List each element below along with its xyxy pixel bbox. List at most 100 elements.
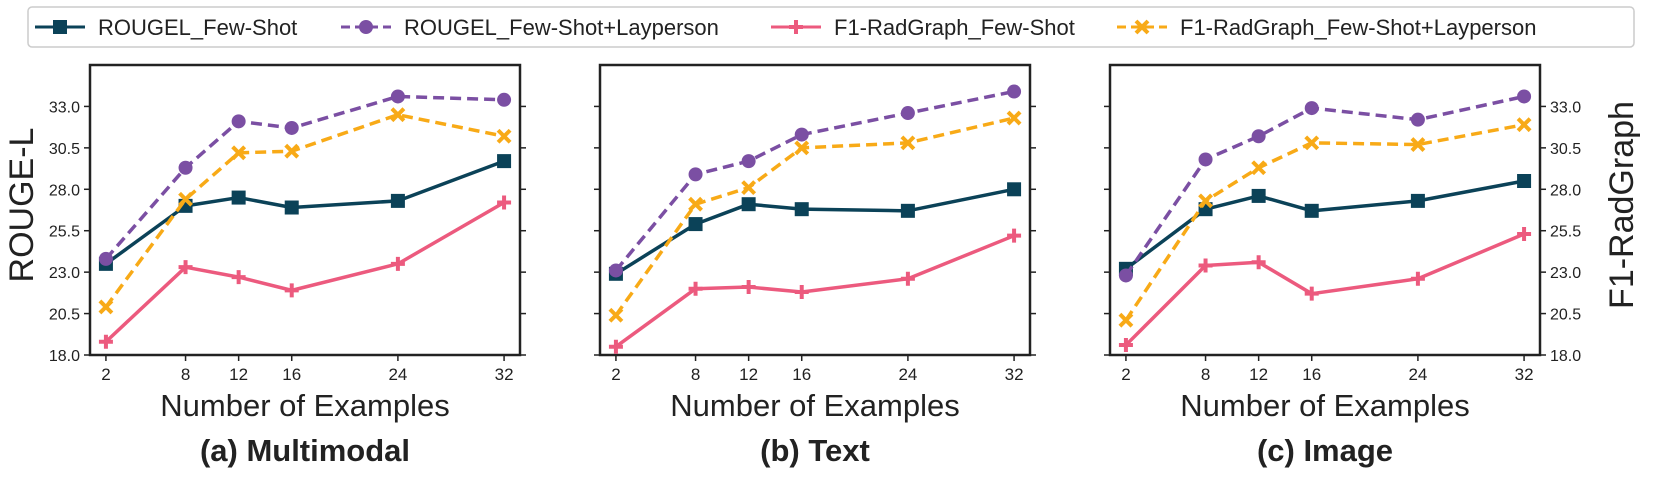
- x-axis-label: Number of Examples: [670, 388, 959, 423]
- x-tick-label: 24: [1408, 365, 1427, 384]
- series-line: [614, 187, 1015, 276]
- data-point-circle-icon: [1198, 152, 1213, 167]
- data-point-x-icon: [1251, 160, 1267, 176]
- legend-item: F1-RadGraph_Few-Shot+Layperson: [1117, 15, 1536, 40]
- left-axis-label: ROUGE-L: [3, 128, 41, 283]
- series-1: [98, 154, 512, 271]
- data-point-square-icon: [794, 202, 809, 217]
- series-3: [98, 195, 512, 349]
- legend-label: ROUGEL_Few-Shot+Layperson: [404, 15, 719, 40]
- x-tick-label: 8: [691, 365, 700, 384]
- series-line: [104, 201, 505, 344]
- data-point-x-icon: [1118, 312, 1134, 328]
- series-2: [98, 89, 512, 266]
- panel-subtitle: (c) Image: [1257, 433, 1393, 468]
- series-2: [608, 84, 1022, 278]
- panel-subtitle: (a) Multimodal: [200, 433, 410, 468]
- y-tick-label: 30.5: [49, 141, 80, 158]
- legend: ROUGEL_Few-Shot ROUGEL_Few-Shot+Layperson…: [27, 6, 1635, 48]
- data-point-x-icon: [390, 107, 406, 123]
- x-axis-label: Number of Examples: [160, 388, 449, 423]
- x-tick-label: 8: [1201, 365, 1210, 384]
- x-tick-label: 12: [1249, 365, 1268, 384]
- data-point-plus-icon: [741, 280, 756, 295]
- series-line: [104, 159, 505, 266]
- y-tick-label-right: 20.5: [1550, 307, 1581, 324]
- x-tick-label: 32: [1005, 365, 1024, 384]
- series-line: [1124, 232, 1525, 347]
- data-point-x-icon: [741, 180, 757, 196]
- data-point-x-icon: [1198, 193, 1213, 209]
- data-point-x-icon: [1304, 135, 1320, 151]
- plots: 18.0 20.5 23.0 25.5 28.0 30.5 33.0 2 8 12 16 24 32 Nu…: [49, 63, 1581, 468]
- data-point-circle-icon: [688, 167, 703, 182]
- series-4: [1118, 117, 1532, 328]
- x-tick-label: 32: [1515, 365, 1534, 384]
- series-1: [608, 182, 1022, 281]
- legend-label: F1-RadGraph_Few-Shot: [834, 15, 1075, 40]
- y-tick-label: 20.5: [49, 307, 80, 324]
- y-tick-label-right: 30.5: [1550, 141, 1581, 158]
- panel-subtitle: (b) Text: [760, 433, 870, 468]
- y-tick-label: 18.0: [49, 348, 80, 365]
- data-point-circle-icon: [497, 92, 512, 107]
- data-point-square-icon: [284, 200, 299, 215]
- y-tick-label: 28.0: [49, 182, 80, 199]
- legend-frame: [27, 6, 1635, 48]
- x-tick-label: 32: [495, 365, 514, 384]
- panel-3: 18.0 20.5 23.0 25.5 28.0 30.5 33.0 2 8 12 16 24 32 Nu…: [1104, 63, 1581, 468]
- data-point-circle-icon: [1517, 89, 1532, 104]
- legend-marker-x-icon: [1134, 19, 1150, 35]
- y-tick-label-right: 33.0: [1550, 99, 1581, 116]
- data-point-circle-icon: [231, 114, 246, 129]
- panel-2: 2 8 12 16 24 32 Number of Examples (b) Text: [594, 63, 1036, 468]
- data-point-x-icon: [794, 140, 810, 156]
- data-point-square-icon: [1304, 203, 1319, 218]
- x-tick-label: 12: [739, 365, 758, 384]
- y-tick-label: 33.0: [49, 99, 80, 116]
- x-tick-label: 8: [181, 365, 190, 384]
- legend-item: F1-RadGraph_Few-Shot: [771, 15, 1075, 40]
- y-tick-label: 23.0: [49, 265, 80, 282]
- data-point-x-icon: [608, 307, 624, 323]
- data-point-plus-icon: [1517, 227, 1532, 242]
- data-point-square-icon: [390, 193, 405, 208]
- data-point-plus-icon: [231, 270, 246, 285]
- y-tick-label-right: 23.0: [1550, 265, 1581, 282]
- data-point-x-icon: [98, 299, 114, 315]
- data-point-square-icon: [1517, 174, 1532, 188]
- data-point-square-icon: [1251, 188, 1266, 203]
- y-tick-label-right: 28.0: [1550, 182, 1581, 199]
- series-line: [104, 112, 505, 308]
- data-point-circle-icon: [608, 263, 623, 278]
- plot-frame: [598, 63, 1032, 357]
- x-tick-label: 24: [388, 365, 407, 384]
- data-point-plus-icon: [900, 271, 915, 286]
- data-point-plus-icon: [608, 339, 623, 354]
- y-tick-label-right: 18.0: [1550, 348, 1581, 365]
- x-tick-label: 16: [1302, 365, 1321, 384]
- series-line: [104, 94, 505, 261]
- data-point-plus-icon: [390, 256, 405, 271]
- data-point-plus-icon: [1198, 258, 1213, 273]
- data-point-x-icon: [231, 145, 247, 161]
- x-tick-label: 24: [898, 365, 917, 384]
- legend-marker-circle-icon: [359, 20, 373, 34]
- data-point-plus-icon: [98, 334, 113, 349]
- series-4: [98, 107, 512, 315]
- data-point-x-icon: [284, 143, 300, 159]
- x-tick-label: 16: [792, 365, 811, 384]
- data-point-square-icon: [1007, 182, 1022, 197]
- series-line: [1124, 179, 1525, 271]
- data-point-plus-icon: [284, 283, 299, 298]
- data-point-plus-icon: [178, 260, 193, 275]
- x-axis-label: Number of Examples: [1180, 388, 1469, 423]
- data-point-circle-icon: [1304, 101, 1319, 116]
- x-tick-label: 16: [282, 365, 301, 384]
- legend-marker-plus-icon: [789, 20, 803, 34]
- legend-marker-square-icon: [53, 20, 67, 34]
- y-tick-label-right: 25.5: [1550, 224, 1581, 241]
- x-tick-label: 12: [229, 365, 248, 384]
- data-point-x-icon: [496, 128, 512, 144]
